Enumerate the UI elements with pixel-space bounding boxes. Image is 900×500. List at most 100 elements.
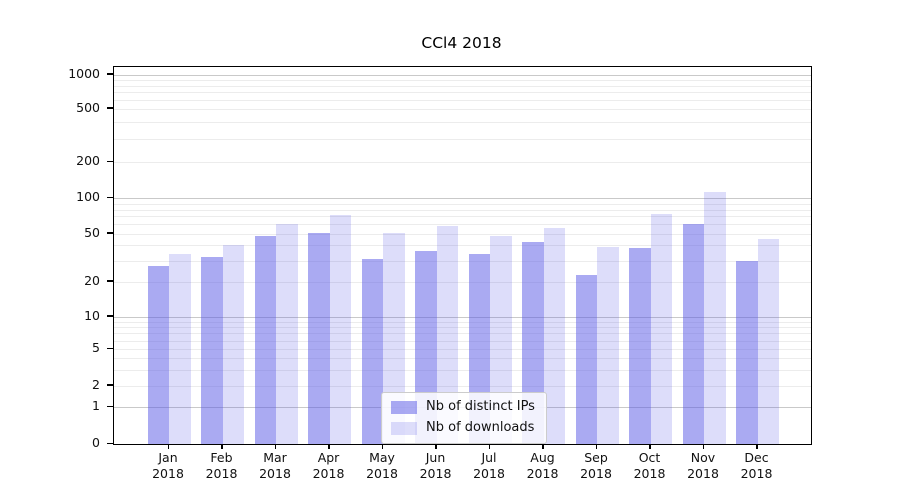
gridline-800: [114, 85, 811, 87]
bar-downloads-mar: [276, 224, 298, 444]
y-tick-mark: [107, 232, 113, 234]
gridline-8: [114, 327, 811, 328]
x-tick-label-nov: Nov 2018: [675, 450, 731, 481]
gridline-20: [114, 281, 811, 283]
gridline-5: [114, 349, 811, 350]
y-tick-mark: [107, 405, 113, 408]
gridline-2: [114, 385, 811, 387]
gridline-7: [114, 333, 811, 335]
gridline-3: [114, 369, 811, 371]
gridline-30: [114, 260, 811, 262]
x-tick-year: 2018: [419, 465, 452, 481]
y-tick-mark: [107, 442, 113, 444]
bar-distinct-ips-apr: [308, 232, 330, 444]
bar-downloads-jul: [490, 235, 512, 444]
bar-downloads-may: [383, 232, 405, 444]
y-tick-mark: [107, 196, 113, 199]
x-tick-label-jul: Jul 2018: [461, 450, 517, 481]
x-tick-mark: [221, 444, 223, 449]
y-tick-mark: [107, 384, 113, 386]
x-tick-mark: [702, 444, 704, 449]
x-tick-year: 2018: [366, 465, 398, 481]
x-tick-year: 2018: [205, 465, 238, 481]
gridline-40: [114, 245, 811, 247]
gridline-400: [114, 121, 811, 123]
x-tick-month: May: [369, 450, 395, 465]
x-tick-month: Oct: [638, 450, 661, 465]
gridline-80: [114, 209, 811, 211]
bar-distinct-ips-feb: [201, 257, 223, 444]
legend-swatch-downloads: [391, 421, 417, 435]
bar-downloads-sep: [597, 246, 619, 444]
y-tick-label-500: 500: [76, 99, 100, 115]
x-tick-month: Jan: [158, 450, 178, 465]
x-tick-month: Feb: [210, 450, 233, 465]
gridline-600: [114, 99, 811, 101]
bar-downloads-jun: [436, 226, 458, 444]
gridline-90: [114, 203, 811, 205]
y-tick-mark: [107, 347, 113, 349]
y-tick-label-5: 5: [92, 340, 100, 355]
x-tick-label-aug: Aug 2018: [515, 450, 571, 481]
x-tick-year: 2018: [473, 465, 505, 481]
x-tick-label-jan: Jan 2018: [140, 450, 196, 481]
x-tick-mark: [542, 444, 544, 449]
x-tick-label-apr: Apr 2018: [301, 450, 357, 481]
x-tick-year: 2018: [633, 465, 666, 481]
x-tick-year: 2018: [312, 465, 345, 481]
bar-distinct-ips-jan: [147, 266, 169, 444]
gridline-6: [114, 340, 811, 342]
bar-distinct-ips-dec: [736, 260, 758, 444]
bar-downloads-aug: [543, 227, 565, 444]
y-tick-label-0: 0: [92, 435, 100, 450]
legend-row-downloads: Nb of downloads: [391, 420, 535, 436]
gridline-9: [114, 321, 811, 323]
chart-title: CCl4 2018: [421, 34, 502, 52]
y-tick-label-100: 100: [76, 189, 100, 205]
x-tick-month: Mar: [263, 450, 287, 465]
x-tick-month: Sep: [584, 450, 608, 465]
x-tick-mark: [328, 444, 330, 449]
legend-label-distinct-ips: Nb of distinct IPs: [426, 399, 535, 414]
legend-row-distinct-ips: Nb of distinct IPs: [391, 399, 535, 415]
x-tick-mark: [488, 444, 490, 449]
gridline-100: [114, 198, 811, 200]
x-tick-year: 2018: [580, 465, 612, 481]
x-tick-mark: [274, 444, 276, 449]
bar-distinct-ips-mar: [254, 235, 276, 444]
bar-distinct-ips-sep: [575, 274, 597, 444]
x-tick-mark: [756, 444, 758, 449]
gridline-4: [114, 358, 811, 359]
y-tick-mark: [107, 160, 113, 162]
bar-distinct-ips-oct: [629, 248, 651, 444]
y-tick-label-10: 10: [84, 307, 100, 323]
x-tick-year: 2018: [152, 465, 184, 481]
x-tick-mark: [595, 444, 597, 449]
x-tick-label-jun: Jun 2018: [408, 450, 464, 481]
y-tick-mark: [107, 280, 113, 282]
gridline-200: [114, 162, 811, 163]
x-tick-month: Jul: [481, 450, 497, 465]
plot-area: Nb of distinct IPs Nb of downloads: [113, 66, 812, 445]
bar-downloads-dec: [757, 239, 779, 444]
y-tick-label-200: 200: [76, 153, 100, 168]
y-tick-label-20: 20: [84, 272, 100, 288]
bar-distinct-ips-may: [361, 258, 383, 444]
x-tick-mark: [167, 444, 169, 449]
x-tick-year: 2018: [259, 465, 291, 481]
bar-downloads-oct: [650, 214, 672, 444]
x-tick-month: Apr: [317, 450, 340, 465]
x-tick-month: Jun: [425, 450, 446, 465]
y-tick-label-50: 50: [84, 224, 100, 240]
x-tick-label-dec: Dec 2018: [729, 450, 785, 481]
legend: Nb of distinct IPs Nb of downloads: [381, 392, 547, 444]
x-tick-label-mar: Mar 2018: [247, 450, 303, 481]
x-tick-year: 2018: [740, 465, 773, 481]
bar-downloads-jan: [169, 253, 191, 444]
gridline-10: [114, 316, 811, 318]
legend-label-downloads: Nb of downloads: [426, 420, 535, 435]
bar-downloads-nov: [704, 191, 726, 444]
x-tick-month: Dec: [744, 450, 769, 465]
bar-downloads-apr: [329, 215, 351, 444]
